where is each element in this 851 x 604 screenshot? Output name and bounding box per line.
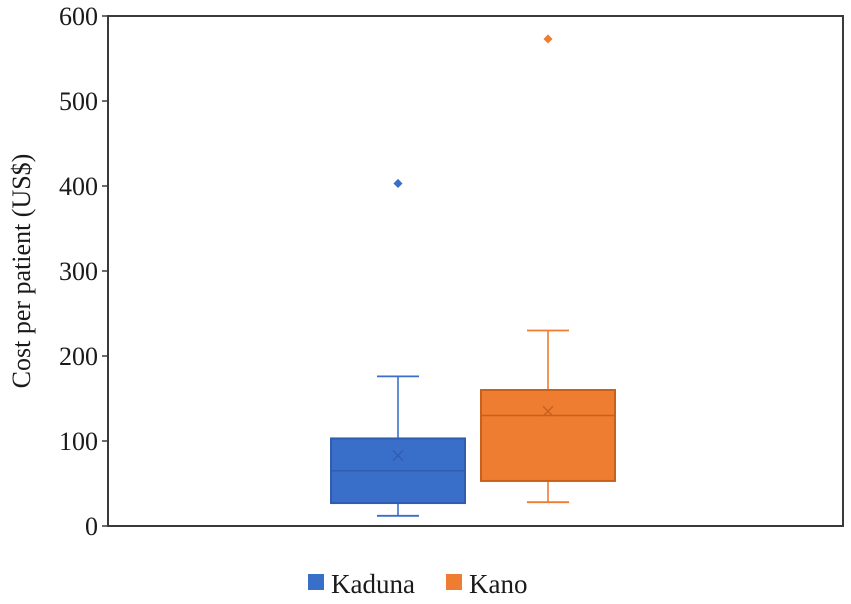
mean-marker bbox=[542, 405, 554, 417]
mean-marker bbox=[392, 449, 404, 461]
legend-swatch bbox=[308, 574, 324, 590]
y-tick-label: 100 bbox=[59, 427, 98, 456]
y-axis-title: Cost per patient (US$) bbox=[7, 154, 36, 389]
legend-label: Kano bbox=[469, 569, 527, 599]
box-series-kano bbox=[480, 34, 616, 504]
box-series-kaduna bbox=[330, 178, 466, 517]
y-axis-ticks: 0 100 200 300 400 500 600 bbox=[59, 2, 108, 541]
legend-item-kano: Kano bbox=[446, 569, 527, 599]
outlier-point bbox=[393, 178, 403, 188]
y-tick-label: 200 bbox=[59, 342, 98, 371]
box-series-layer bbox=[330, 34, 616, 517]
legend-item-kaduna: Kaduna bbox=[308, 569, 415, 599]
outlier-point bbox=[543, 34, 553, 44]
y-tick-label: 500 bbox=[59, 87, 98, 116]
legend-label: Kaduna bbox=[331, 569, 415, 599]
y-tick-label: 400 bbox=[59, 172, 98, 201]
y-tick-label: 0 bbox=[85, 512, 98, 541]
y-tick-label: 300 bbox=[59, 257, 98, 286]
plot-area-frame bbox=[107, 15, 844, 527]
box-iqr bbox=[480, 389, 616, 482]
y-tick-label: 600 bbox=[59, 2, 98, 31]
legend: Kaduna Kano bbox=[308, 569, 527, 599]
legend-swatch bbox=[446, 574, 462, 590]
